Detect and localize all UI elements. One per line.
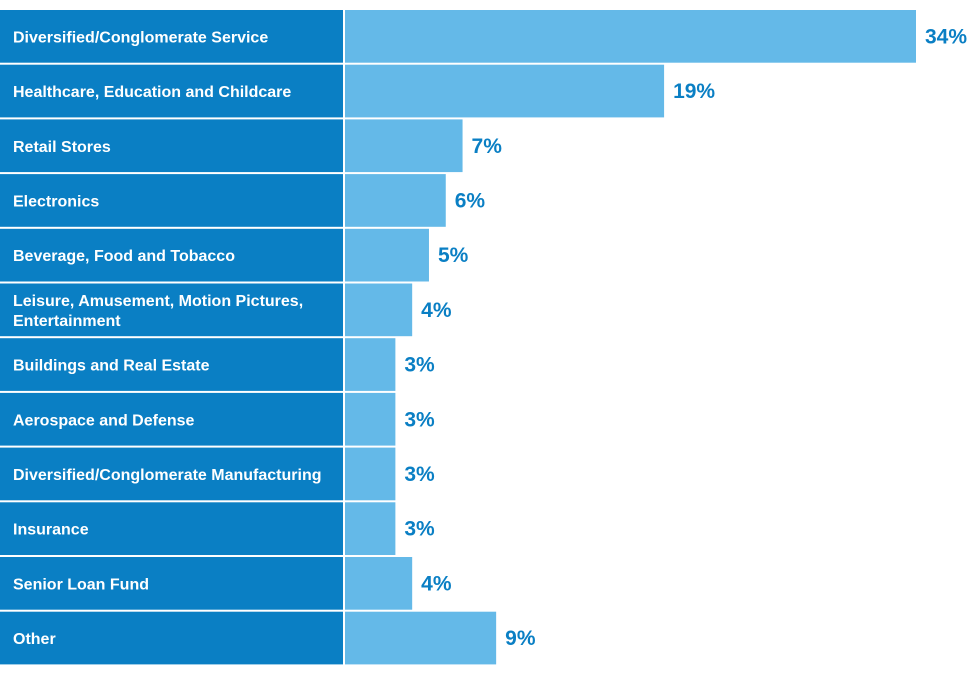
category-label: Diversified/Conglomerate Service bbox=[13, 29, 268, 46]
category-label-cell bbox=[0, 174, 343, 227]
category-label: Diversified/Conglomerate Manufacturing bbox=[13, 467, 322, 484]
chart-row: Aerospace and Defense 3% bbox=[0, 392, 435, 446]
category-label-line: Healthcare, Education and Childcare bbox=[13, 84, 291, 101]
bar bbox=[345, 338, 396, 391]
chart-row: Retail Stores 7% bbox=[0, 119, 503, 173]
category-label-cell bbox=[0, 557, 343, 610]
value-label: 3% bbox=[404, 463, 435, 486]
category-label-line: Diversified/Conglomerate Service bbox=[13, 29, 268, 46]
category-label-line: Other bbox=[13, 631, 56, 648]
category-label-cell bbox=[0, 392, 343, 446]
value-label: 6% bbox=[455, 189, 486, 212]
category-label: Electronics bbox=[13, 193, 99, 210]
bar bbox=[345, 283, 413, 337]
value-label: 4% bbox=[421, 572, 452, 595]
category-label-line: Insurance bbox=[13, 522, 89, 539]
category-label: Senior Loan Fund bbox=[13, 576, 149, 593]
category-label-line: Aerospace and Defense bbox=[13, 412, 195, 429]
value-label: 3% bbox=[404, 354, 435, 377]
value-label: 19% bbox=[673, 80, 715, 103]
category-label-line: Entertainment bbox=[13, 313, 121, 330]
bar bbox=[345, 10, 916, 63]
category-label-line: Buildings and Real Estate bbox=[13, 358, 210, 375]
chart-row: Insurance 3% bbox=[0, 502, 435, 555]
bar bbox=[345, 64, 665, 118]
category-label: Other bbox=[13, 631, 56, 648]
chart-row: Beverage, Food and Tobacco 5% bbox=[0, 228, 469, 282]
value-label: 34% bbox=[925, 25, 967, 48]
category-label: Beverage, Food and Tobacco bbox=[13, 248, 235, 265]
category-label-cell bbox=[0, 64, 343, 118]
category-label-cell bbox=[0, 283, 343, 337]
category-label-cell bbox=[0, 447, 343, 501]
bar bbox=[345, 174, 446, 227]
value-label: 9% bbox=[505, 627, 536, 650]
category-label-cell bbox=[0, 502, 343, 555]
category-label-line: Retail Stores bbox=[13, 139, 111, 156]
bar bbox=[345, 502, 396, 555]
bar bbox=[345, 447, 396, 501]
category-label: Retail Stores bbox=[13, 139, 111, 156]
chart-row: Other 9% bbox=[0, 611, 536, 665]
chart-row: Buildings and Real Estate 3% bbox=[0, 338, 435, 391]
category-label: Buildings and Real Estate bbox=[13, 358, 210, 375]
value-label: 7% bbox=[472, 135, 503, 158]
category-label: Healthcare, Education and Childcare bbox=[13, 84, 291, 101]
category-label-line: Senior Loan Fund bbox=[13, 576, 149, 593]
chart-row: Diversified/Conglomerate Service 34% bbox=[0, 10, 967, 63]
category-label: Leisure, Amusement, Motion Pictures, Ente… bbox=[13, 293, 303, 330]
category-label-line: Electronics bbox=[13, 193, 99, 210]
bar bbox=[345, 611, 497, 665]
chart-row: Senior Loan Fund 4% bbox=[0, 557, 452, 610]
category-label-cell bbox=[0, 119, 343, 173]
chart-row: Diversified/Conglomerate Manufacturing 3% bbox=[0, 447, 435, 501]
bar bbox=[345, 392, 396, 446]
category-label-line: Beverage, Food and Tobacco bbox=[13, 248, 235, 265]
bar bbox=[345, 119, 463, 173]
category-label-cell bbox=[0, 611, 343, 665]
chart-row: Healthcare, Education and Childcare 19% bbox=[0, 64, 715, 118]
category-label-line: Diversified/Conglomerate Manufacturing bbox=[13, 467, 322, 484]
category-label: Insurance bbox=[13, 522, 89, 539]
category-label-cell bbox=[0, 228, 343, 282]
bar bbox=[345, 557, 413, 610]
value-label: 3% bbox=[404, 408, 435, 431]
chart-row: Leisure, Amusement, Motion Pictures, Ente… bbox=[0, 283, 452, 337]
category-label-cell bbox=[0, 338, 343, 391]
category-label-cell bbox=[0, 10, 343, 63]
bar bbox=[345, 228, 429, 282]
value-label: 4% bbox=[421, 299, 452, 322]
value-label: 5% bbox=[438, 244, 469, 267]
value-label: 3% bbox=[404, 518, 435, 541]
category-label: Aerospace and Defense bbox=[13, 412, 195, 429]
category-label-line: Leisure, Amusement, Motion Pictures, bbox=[13, 293, 303, 310]
chart-row: Electronics 6% bbox=[0, 174, 485, 227]
